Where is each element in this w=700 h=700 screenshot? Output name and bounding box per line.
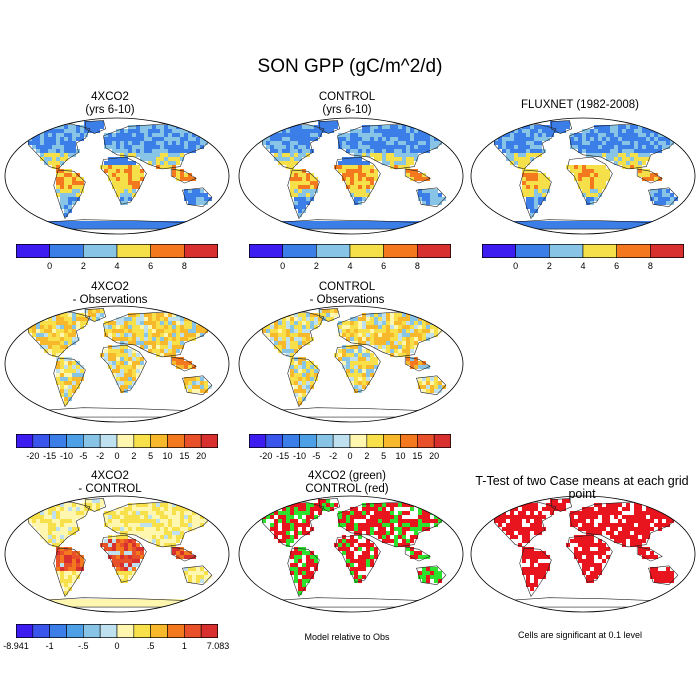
colorbar-tick-label: -.5: [78, 641, 89, 651]
map-control: [238, 117, 464, 235]
colorbar-tick-label: 0: [47, 261, 53, 271]
colorbar-tick-label: 15: [412, 451, 423, 461]
colorbar-tick-label: 2: [313, 261, 319, 271]
colorbar-tick-label: 2: [80, 261, 86, 271]
colorbar-tick-label: -2: [96, 451, 105, 461]
map-4xco2-obs: [4, 305, 230, 423]
map-4xco2-control: [4, 495, 230, 613]
colorbar-tick-label: 0: [280, 261, 286, 271]
colorbar-tick-label: 10: [162, 451, 173, 461]
colorbar-tick-label: 6: [381, 261, 387, 271]
panel-title-4xco2: 4XCO2 (yrs 6-10): [85, 91, 135, 116]
colorbar-tick-label: 10: [395, 451, 406, 461]
colorbar-tick-label: 8: [647, 261, 653, 271]
colorbar-tick-label: 0: [513, 261, 519, 271]
colorbar-tick-label: 0: [114, 451, 120, 461]
colorbar-diff-1: [16, 434, 218, 448]
note-significance: Cells are significant at 0.1 level: [517, 630, 643, 640]
colorbar-diff-2: [249, 434, 451, 448]
colorbar-tick-label: 0: [114, 641, 120, 651]
panel-title-4xco2-obs: 4XCO2 - Observations: [72, 281, 148, 306]
colorbar-tick-label: 15: [179, 451, 190, 461]
map-4xco2: [4, 117, 230, 235]
colorbar-abs-1: [16, 244, 218, 258]
colorbar-tick-label: 4: [580, 261, 586, 271]
colorbar-tick-label: -15: [276, 451, 290, 461]
colorbar-tick-label: -15: [43, 451, 57, 461]
colorbar-abs-2: [249, 244, 451, 258]
colorbar-abs-3: [482, 244, 684, 258]
map-ttest: [470, 495, 696, 613]
colorbar-tick-label: -8.941: [3, 641, 29, 651]
panel-title-fluxnet: FLUXNET (1982-2008): [520, 99, 640, 111]
colorbar-tick-label: .5: [146, 641, 155, 651]
colorbar-tick-label: 7.083: [206, 641, 230, 651]
colorbar-tick-label: 8: [414, 261, 420, 271]
colorbar-tick-label: 8: [181, 261, 187, 271]
colorbar-tick-label: -5: [79, 451, 88, 461]
colorbar-tick-label: 0: [347, 451, 353, 461]
colorbar-tick-label: -1: [45, 641, 54, 651]
map-green-red: [238, 495, 464, 613]
colorbar-tick-label: -5: [312, 451, 321, 461]
map-control-obs: [238, 305, 464, 423]
note-model-relative: Model relative to Obs: [304, 632, 390, 642]
colorbar-mc: [16, 624, 218, 638]
colorbar-tick-label: 2: [364, 451, 370, 461]
colorbar-tick-label: 2: [131, 451, 137, 461]
panel-title-control: CONTROL (yrs 6-10): [318, 91, 376, 116]
colorbar-tick-label: -10: [59, 451, 73, 461]
colorbar-tick-label: 5: [381, 451, 387, 461]
colorbar-tick-label: 20: [196, 451, 207, 461]
figure-title: SON GPP (gC/m^2/d): [257, 56, 443, 77]
colorbar-tick-label: 6: [614, 261, 620, 271]
panel-title-green-red: 4XCO2 (green) CONTROL (red): [305, 470, 389, 495]
colorbar-tick-label: -2: [329, 451, 338, 461]
panel-title-4xco2-control: 4XCO2 - CONTROL: [78, 470, 142, 495]
colorbar-tick-label: 5: [148, 451, 154, 461]
colorbar-tick-label: 2: [546, 261, 552, 271]
map-fluxnet: [470, 117, 696, 235]
colorbar-tick-label: 6: [148, 261, 154, 271]
colorbar-tick-label: 4: [347, 261, 353, 271]
colorbar-tick-label: -20: [259, 451, 273, 461]
panel-title-ttest: T-Test of two Case means at each grid po…: [475, 474, 689, 501]
colorbar-tick-label: 20: [429, 451, 440, 461]
colorbar-tick-label: 4: [114, 261, 120, 271]
colorbar-tick-label: -10: [292, 451, 306, 461]
colorbar-tick-label: 1: [181, 641, 187, 651]
colorbar-tick-label: -20: [26, 451, 40, 461]
panel-title-control-obs: CONTROL - Observations: [309, 281, 385, 306]
